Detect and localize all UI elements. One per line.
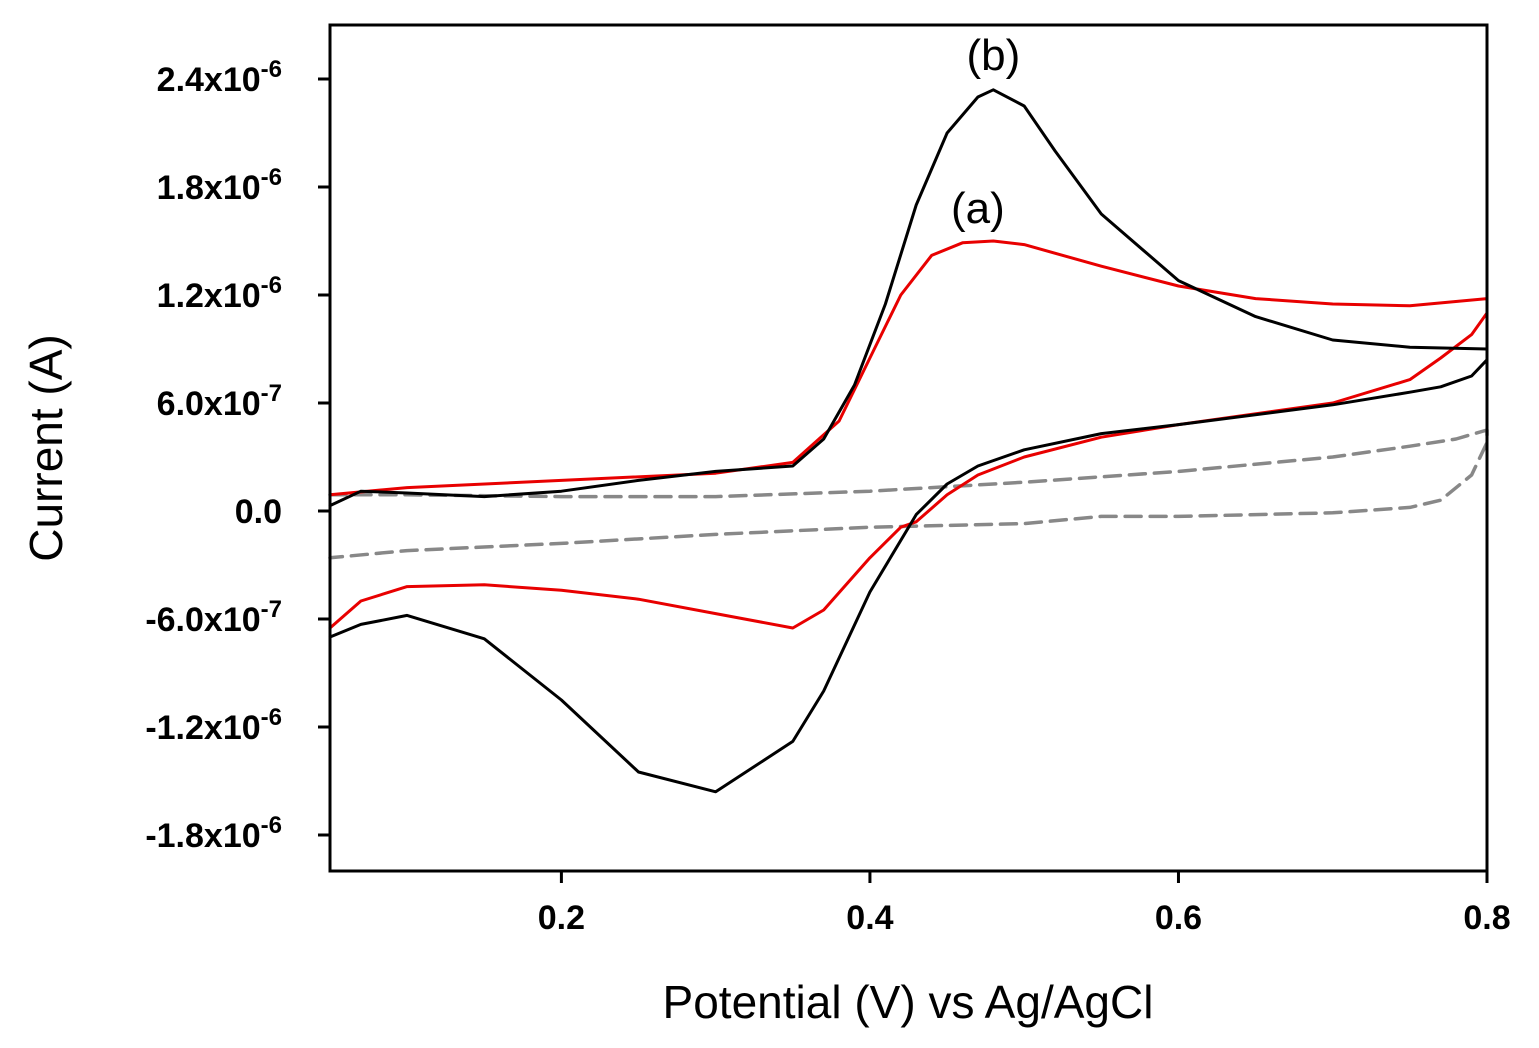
annotations-layer: (b) (a) [951,31,1020,233]
x-tick-label: 0.4 [846,899,893,937]
y-tick-label: 6.0x10-7 [157,380,282,423]
x-tick-label: 0.6 [1155,899,1202,937]
y-tick-label: -6.0x10-7 [145,596,282,639]
y-tick-label: -1.8x10-6 [145,812,282,855]
y-axis-title: Current (A) [20,334,72,561]
series-line-0 [328,428,1489,560]
y-tick-label: 0.0 [235,493,282,531]
x-tick-label: 0.2 [538,899,585,937]
y-tick-label: 1.2x10-6 [157,272,282,315]
series-layer [328,88,1489,794]
plot-frame [328,23,1489,873]
series-line-2 [328,88,1489,794]
ticks-layer: 0.2 0.4 0.6 0.8 2.4x10-6 1.8x10-6 1.2x10-6 6.0x… [145,56,1510,937]
x-tick-label: 0.8 [1463,899,1510,937]
axes-layer [328,23,1489,873]
series-line-1 [328,239,1489,630]
x-axis-title: Potential (V) vs Ag/AgCl [663,976,1154,1028]
y-tick-label: -1.2x10-6 [145,704,282,747]
y-tick-label: 2.4x10-6 [157,56,282,99]
curve-annotation: (b) [966,31,1020,80]
y-tick-label: 1.8x10-6 [157,164,282,207]
curve-annotation: (a) [951,184,1005,233]
